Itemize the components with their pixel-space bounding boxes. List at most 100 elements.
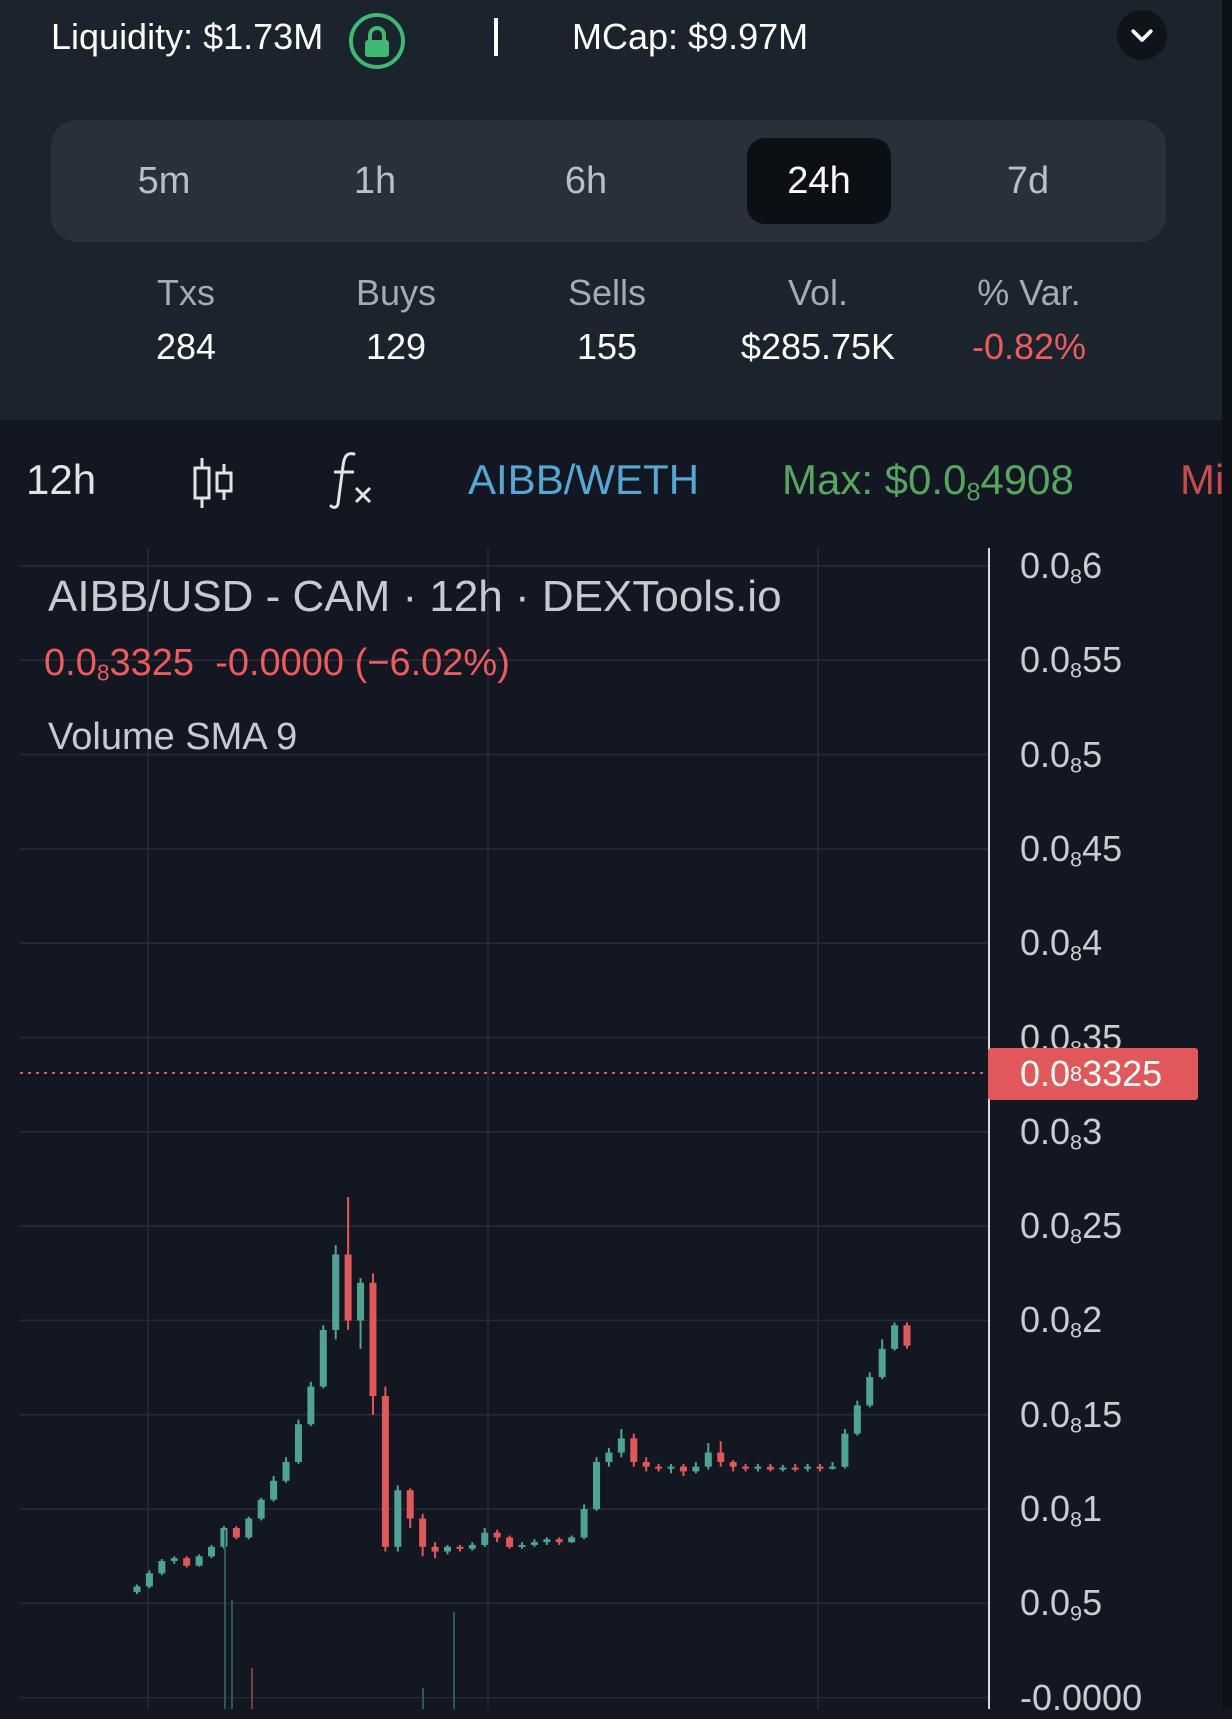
candle-body xyxy=(692,1466,700,1472)
variation-metric: % Var. -0.82% xyxy=(929,272,1129,368)
liquidity-stat: Liquidity: $1.73M xyxy=(51,16,323,58)
candle-body xyxy=(866,1377,874,1406)
liquidity-label: Liquidity: xyxy=(51,16,194,57)
candle-body xyxy=(754,1466,762,1469)
y-axis-tick: 0.095 xyxy=(1020,1582,1103,1626)
candle-body xyxy=(443,1546,451,1552)
candle-body xyxy=(158,1560,166,1574)
candle-body xyxy=(332,1254,340,1330)
candle-body xyxy=(605,1452,613,1462)
buys-metric: Buys 129 xyxy=(296,272,496,368)
mcap-label: MCap: xyxy=(572,16,679,57)
candle-body xyxy=(406,1490,414,1519)
y-axis-tick: 0.0855 xyxy=(1020,639,1123,683)
y-axis-tick: 0.082 xyxy=(1020,1299,1103,1343)
candle-body xyxy=(369,1282,377,1396)
candle-body xyxy=(294,1424,302,1462)
header-separator xyxy=(494,18,498,56)
tab-5m[interactable]: 5m xyxy=(137,159,191,202)
candle-body xyxy=(717,1452,725,1462)
candle-body xyxy=(804,1466,812,1469)
tab-7d[interactable]: 7d xyxy=(1006,159,1050,202)
candle-body xyxy=(729,1461,737,1467)
candle-body xyxy=(642,1461,650,1467)
y-axis-tick: 0.084 xyxy=(1020,922,1103,966)
candle-body xyxy=(841,1433,849,1467)
volume-value: $285.75K xyxy=(740,326,896,367)
sells-value: 155 xyxy=(576,326,638,367)
chevron-down-icon xyxy=(1131,29,1153,42)
price-chart[interactable] xyxy=(0,548,1222,1709)
candle-body xyxy=(183,1558,191,1566)
candle-body xyxy=(568,1537,576,1543)
candle-body xyxy=(530,1542,538,1545)
candle-body xyxy=(145,1573,153,1587)
candle-body xyxy=(307,1386,315,1425)
candle-body xyxy=(580,1509,588,1538)
y-axis-tick: -0.0000 xyxy=(1020,1676,1143,1718)
buys-label: Buys xyxy=(355,272,437,313)
candle-body xyxy=(232,1527,240,1538)
candle-body xyxy=(828,1466,836,1469)
tab-6h[interactable]: 6h xyxy=(564,159,608,202)
candle-body xyxy=(506,1537,514,1547)
candle-body xyxy=(493,1532,501,1538)
candle-body xyxy=(282,1461,290,1481)
candle-body xyxy=(381,1395,389,1547)
indicators-icon[interactable] xyxy=(328,448,376,510)
candle-body xyxy=(220,1527,228,1547)
max-price: Max: $0.084908 xyxy=(782,456,1074,507)
candle-body xyxy=(543,1539,551,1543)
candle-body xyxy=(593,1461,601,1510)
candle-body xyxy=(133,1586,141,1593)
candle-body xyxy=(319,1329,327,1387)
current-price-tag: 0.0 8 3325 xyxy=(988,1048,1198,1100)
candle-body xyxy=(617,1438,625,1453)
candle-body xyxy=(704,1452,712,1467)
y-axis-tick: 0.086 xyxy=(1020,545,1103,589)
txs-label: Txs xyxy=(157,272,215,313)
candle-body xyxy=(270,1480,278,1500)
candle-body xyxy=(816,1466,824,1469)
candle-body xyxy=(766,1466,774,1470)
volume-indicator-label: Volume SMA 9 xyxy=(48,716,298,758)
right-edge-rail xyxy=(1222,0,1232,1709)
candle-body xyxy=(257,1499,265,1519)
candle-body xyxy=(878,1348,886,1378)
candle-body xyxy=(468,1544,476,1549)
volume-metric: Vol. $285.75K xyxy=(718,272,918,368)
candle-body xyxy=(555,1539,563,1543)
tab-24h[interactable]: 24h xyxy=(747,138,891,224)
candle-body xyxy=(903,1325,911,1346)
liquidity-value: $1.73M xyxy=(203,16,324,57)
txs-value: 284 xyxy=(155,326,217,367)
candle-body xyxy=(456,1546,464,1549)
candle-body xyxy=(779,1467,787,1470)
candle-body xyxy=(170,1558,178,1561)
buys-value: 129 xyxy=(365,326,427,367)
volume-label: Vol. xyxy=(787,272,849,313)
tab-1h[interactable]: 1h xyxy=(353,159,397,202)
candle-body xyxy=(481,1532,489,1545)
interval-selector[interactable]: 12h xyxy=(26,456,97,503)
candle-body xyxy=(853,1405,861,1434)
y-axis-tick: 0.0815 xyxy=(1020,1393,1123,1438)
candle-body xyxy=(195,1556,203,1566)
chart-title: AIBB/USD - CAM · 12h · DEXTools.io xyxy=(48,572,782,621)
candle-type-icon[interactable] xyxy=(190,456,236,510)
candle-body xyxy=(518,1544,526,1547)
candle-body xyxy=(679,1466,687,1472)
variation-value: -0.82% xyxy=(971,326,1087,367)
candle-body xyxy=(655,1466,663,1469)
candle-body xyxy=(419,1518,427,1547)
collapse-button[interactable] xyxy=(1117,10,1167,60)
pair-selector[interactable]: AIBB/WETH xyxy=(468,456,700,503)
y-axis-tick: 0.085 xyxy=(1020,733,1103,777)
candle-body xyxy=(891,1325,899,1349)
candle-body xyxy=(667,1466,675,1469)
y-axis-tick: 0.0825 xyxy=(1020,1205,1123,1249)
candle-body xyxy=(344,1254,352,1321)
lock-icon[interactable] xyxy=(349,13,405,69)
candle-body xyxy=(208,1546,216,1557)
y-axis-tick: 0.083 xyxy=(1020,1110,1103,1155)
